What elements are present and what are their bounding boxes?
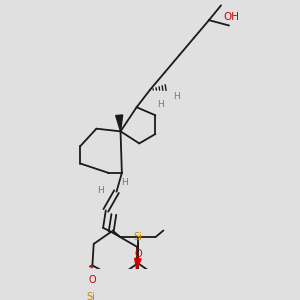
Text: O: O (88, 275, 96, 285)
Text: H: H (157, 100, 164, 109)
Polygon shape (135, 258, 141, 269)
Text: Si: Si (134, 232, 142, 242)
Polygon shape (90, 265, 92, 267)
Polygon shape (116, 115, 123, 131)
Text: O: O (134, 249, 142, 259)
Text: Si: Si (87, 292, 95, 300)
Text: H: H (173, 92, 180, 101)
Text: H: H (97, 186, 104, 195)
Text: OH: OH (224, 13, 240, 22)
Text: H: H (121, 178, 128, 187)
